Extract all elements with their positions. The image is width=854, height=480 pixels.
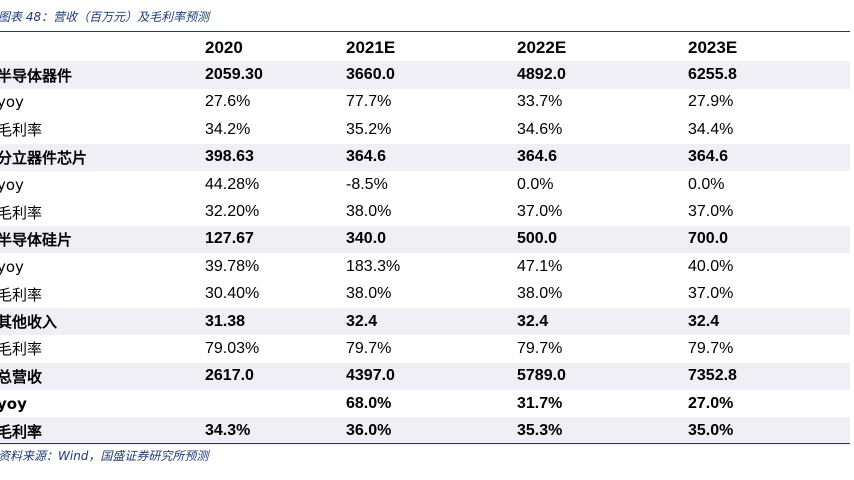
value-cell: 183.3% bbox=[346, 257, 401, 275]
value-cell: 4397.0 bbox=[346, 362, 517, 391]
value-cell: 34.6% bbox=[517, 120, 563, 138]
value-cell: 38.0% bbox=[517, 285, 563, 303]
value-cell: 37.0% bbox=[517, 203, 563, 221]
value-cell: 32.4 bbox=[346, 307, 517, 336]
table-row: 其他收入 31.38 32.4 32.4 32.4 bbox=[0, 307, 850, 336]
row-label: 毛利率 bbox=[0, 340, 43, 359]
header-cell: 2021E bbox=[346, 37, 396, 57]
row-label: yoy bbox=[0, 394, 27, 413]
value-cell: 36.0% bbox=[346, 417, 517, 445]
table-row: yoy 44.28% -8.5% 0.0% 0.0% bbox=[0, 171, 850, 198]
table-row: 毛利率 34.2% 35.2% 34.6% 34.4% bbox=[0, 116, 850, 143]
bottom-rule bbox=[0, 443, 850, 444]
value-cell: 35.0% bbox=[688, 417, 850, 445]
value-cell: 40.0% bbox=[688, 257, 734, 275]
value-cell: 79.7% bbox=[346, 339, 392, 357]
row-label: yoy bbox=[0, 257, 24, 276]
forecast-table: 2020 2021E 2022E 2023E 半导体器件 2059.30 3660.… bbox=[0, 34, 850, 445]
value-cell: 34.3% bbox=[205, 417, 346, 445]
table-row: 总营收 2617.0 4397.0 5789.0 7352.8 bbox=[0, 362, 850, 391]
value-cell: 44.28% bbox=[205, 175, 260, 193]
value-cell: 0.0% bbox=[688, 175, 725, 193]
value-cell: 32.20% bbox=[205, 203, 260, 221]
value-cell: 39.78% bbox=[205, 257, 260, 275]
value-cell: 5789.0 bbox=[517, 362, 688, 391]
value-cell: 2617.0 bbox=[205, 362, 346, 391]
row-label: 其他收入 bbox=[0, 307, 205, 336]
value-cell: 364.6 bbox=[688, 143, 850, 171]
table-row: 分立器件芯片 398.63 364.6 364.6 364.6 bbox=[0, 143, 850, 171]
value-cell: 77.7% bbox=[346, 93, 392, 111]
value-cell: 27.0% bbox=[688, 394, 734, 412]
row-label: 分立器件芯片 bbox=[0, 143, 205, 171]
header-row: 2020 2021E 2022E 2023E bbox=[0, 34, 850, 61]
value-cell: 30.40% bbox=[205, 285, 260, 303]
value-cell: 700.0 bbox=[688, 225, 850, 254]
value-cell: 32.4 bbox=[688, 307, 850, 336]
value-cell: 4892.0 bbox=[517, 61, 688, 89]
value-cell: 6255.8 bbox=[688, 61, 850, 89]
value-cell: 37.0% bbox=[688, 285, 734, 303]
value-cell: 68.0% bbox=[346, 394, 392, 412]
table-row: yoy 27.6% 77.7% 33.7% 27.9% bbox=[0, 89, 850, 116]
value-cell: 35.2% bbox=[346, 120, 392, 138]
value-cell: 27.6% bbox=[205, 93, 251, 111]
figure-title: 图表 48：营收（百万元）及毛利率预测 bbox=[0, 10, 210, 24]
value-cell: 32.4 bbox=[517, 307, 688, 336]
value-cell: 2059.30 bbox=[205, 61, 346, 89]
value-cell: 27.9% bbox=[688, 93, 734, 111]
value-cell: 398.63 bbox=[205, 143, 346, 171]
value-cell: 38.0% bbox=[346, 203, 392, 221]
header-cell: 2023E bbox=[688, 37, 738, 57]
row-label: 毛利率 bbox=[0, 285, 43, 304]
value-cell: 38.0% bbox=[346, 285, 392, 303]
value-cell: 34.4% bbox=[688, 120, 734, 138]
value-cell: 35.3% bbox=[517, 417, 688, 445]
value-cell: 340.0 bbox=[346, 225, 517, 254]
row-label: 毛利率 bbox=[0, 203, 43, 222]
row-label: 半导体器件 bbox=[0, 61, 205, 89]
source-note: 资料来源：Wind，国盛证券研究所预测 bbox=[0, 449, 209, 463]
value-cell: 127.67 bbox=[205, 225, 346, 254]
table-row: 毛利率 79.03% 79.7% 79.7% 79.7% bbox=[0, 335, 850, 362]
row-label: yoy bbox=[0, 93, 24, 112]
value-cell: 7352.8 bbox=[688, 362, 850, 391]
value-cell: 33.7% bbox=[517, 93, 563, 111]
table-row: yoy 68.0% 31.7% 27.0% bbox=[0, 390, 850, 417]
top-rule bbox=[0, 31, 850, 32]
header-cell: 2020 bbox=[205, 37, 243, 57]
table-row: 毛利率 32.20% 38.0% 37.0% 37.0% bbox=[0, 198, 850, 225]
value-cell: 364.6 bbox=[346, 143, 517, 171]
value-cell: 31.7% bbox=[517, 394, 563, 412]
value-cell: 31.38 bbox=[205, 307, 346, 336]
value-cell: 0.0% bbox=[517, 175, 554, 193]
value-cell: -8.5% bbox=[346, 175, 388, 193]
header-cell bbox=[0, 34, 205, 61]
row-label: 毛利率 bbox=[0, 121, 43, 140]
table-row: 半导体器件 2059.30 3660.0 4892.0 6255.8 bbox=[0, 61, 850, 89]
value-cell: 34.2% bbox=[205, 120, 251, 138]
value-cell bbox=[205, 390, 346, 417]
table-row: 毛利率 30.40% 38.0% 38.0% 37.0% bbox=[0, 281, 850, 308]
row-label: yoy bbox=[0, 175, 24, 194]
table-row: yoy 39.78% 183.3% 47.1% 40.0% bbox=[0, 253, 850, 280]
value-cell: 37.0% bbox=[688, 203, 734, 221]
value-cell: 47.1% bbox=[517, 257, 563, 275]
value-cell: 364.6 bbox=[517, 143, 688, 171]
value-cell: 3660.0 bbox=[346, 61, 517, 89]
table-row: 半导体硅片 127.67 340.0 500.0 700.0 bbox=[0, 225, 850, 254]
row-label: 总营收 bbox=[0, 362, 205, 391]
value-cell: 79.03% bbox=[205, 339, 260, 357]
row-label: 毛利率 bbox=[0, 417, 205, 445]
value-cell: 79.7% bbox=[517, 339, 563, 357]
table-row: 毛利率 34.3% 36.0% 35.3% 35.0% bbox=[0, 417, 850, 445]
value-cell: 79.7% bbox=[688, 339, 734, 357]
value-cell: 500.0 bbox=[517, 225, 688, 254]
row-label: 半导体硅片 bbox=[0, 225, 205, 254]
table-body: 半导体器件 2059.30 3660.0 4892.0 6255.8 yoy 27.6% 77… bbox=[0, 61, 850, 445]
header-cell: 2022E bbox=[517, 37, 567, 57]
